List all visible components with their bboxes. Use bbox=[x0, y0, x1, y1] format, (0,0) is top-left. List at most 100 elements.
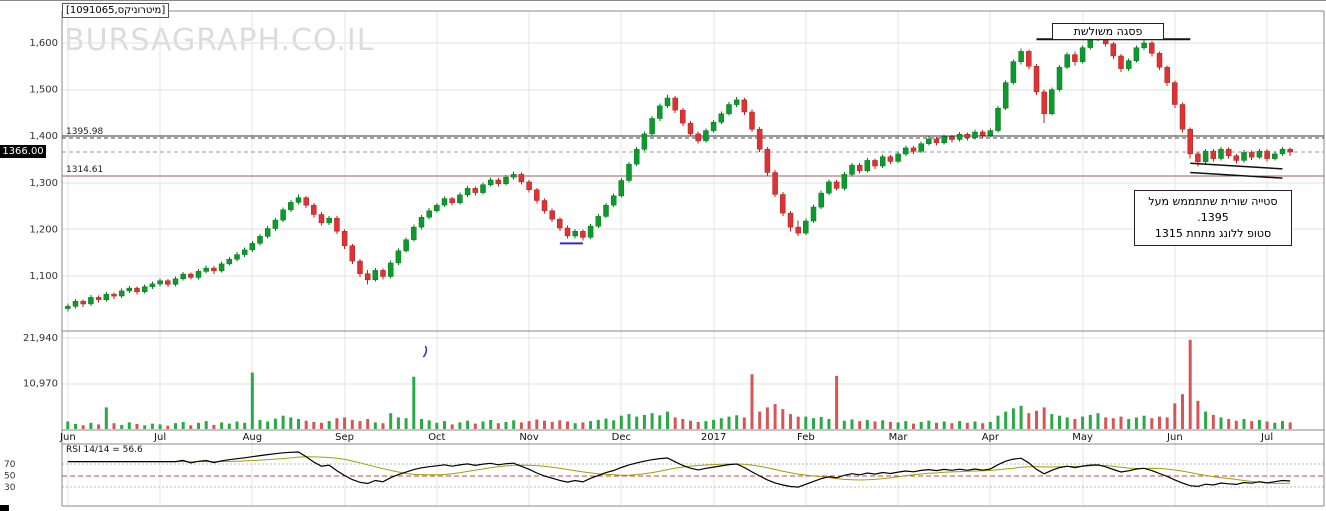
candle[interactable] bbox=[1049, 87, 1055, 116]
candle[interactable] bbox=[887, 154, 894, 165]
candle[interactable] bbox=[195, 269, 202, 280]
candle[interactable] bbox=[580, 229, 586, 241]
candle[interactable] bbox=[795, 220, 801, 236]
candle[interactable] bbox=[95, 295, 102, 303]
candle[interactable] bbox=[756, 126, 763, 153]
candle[interactable] bbox=[979, 130, 986, 139]
candle[interactable] bbox=[818, 190, 824, 209]
candle[interactable] bbox=[134, 286, 140, 295]
candle[interactable] bbox=[165, 278, 171, 288]
candle[interactable] bbox=[1279, 146, 1286, 156]
candle[interactable] bbox=[149, 281, 156, 290]
candle[interactable] bbox=[449, 196, 455, 206]
candle[interactable] bbox=[895, 151, 901, 164]
candle[interactable] bbox=[111, 292, 117, 299]
candle[interactable] bbox=[1010, 59, 1017, 85]
candle[interactable] bbox=[1233, 153, 1240, 164]
candle[interactable] bbox=[288, 200, 294, 213]
candle[interactable] bbox=[272, 217, 279, 231]
candle[interactable] bbox=[856, 163, 863, 174]
candle[interactable] bbox=[764, 146, 771, 176]
candle[interactable] bbox=[395, 248, 402, 265]
candle[interactable] bbox=[103, 291, 110, 302]
candle[interactable] bbox=[1218, 146, 1224, 161]
candle[interactable] bbox=[787, 210, 794, 232]
candle[interactable] bbox=[564, 225, 571, 239]
candle[interactable] bbox=[741, 97, 748, 115]
candle[interactable] bbox=[411, 224, 417, 242]
candle[interactable] bbox=[295, 194, 302, 205]
candle[interactable] bbox=[1141, 40, 1147, 50]
candle[interactable] bbox=[995, 105, 1001, 133]
candle[interactable] bbox=[649, 116, 655, 136]
candle[interactable] bbox=[464, 186, 471, 197]
candle[interactable] bbox=[1026, 49, 1032, 70]
candle[interactable] bbox=[1033, 63, 1040, 96]
candle[interactable] bbox=[672, 96, 678, 113]
candle[interactable] bbox=[557, 217, 563, 231]
candle[interactable] bbox=[172, 276, 179, 287]
candle[interactable] bbox=[1079, 45, 1086, 64]
candle[interactable] bbox=[864, 158, 871, 173]
candle[interactable] bbox=[1110, 42, 1117, 59]
candle[interactable] bbox=[72, 298, 79, 309]
candle[interactable] bbox=[910, 145, 917, 154]
candle[interactable] bbox=[964, 132, 971, 141]
candle[interactable] bbox=[118, 288, 125, 298]
candle[interactable] bbox=[549, 208, 555, 222]
candle[interactable] bbox=[434, 202, 440, 213]
candle[interactable] bbox=[1187, 127, 1193, 159]
candle[interactable] bbox=[241, 247, 248, 257]
candle[interactable] bbox=[472, 186, 479, 196]
candle[interactable] bbox=[903, 145, 909, 156]
candle[interactable] bbox=[626, 161, 632, 183]
candle[interactable] bbox=[441, 196, 448, 208]
candle[interactable] bbox=[280, 207, 286, 222]
candle[interactable] bbox=[1248, 150, 1255, 160]
candle[interactable] bbox=[80, 299, 86, 307]
candle[interactable] bbox=[687, 120, 694, 137]
candle[interactable] bbox=[987, 128, 994, 138]
candle[interactable] bbox=[841, 172, 848, 191]
candle[interactable] bbox=[595, 214, 602, 229]
candle[interactable] bbox=[633, 146, 640, 167]
candle[interactable] bbox=[1156, 51, 1163, 71]
candle[interactable] bbox=[1202, 148, 1209, 164]
candle[interactable] bbox=[264, 226, 271, 239]
candle[interactable] bbox=[933, 137, 940, 146]
candle[interactable] bbox=[1210, 149, 1217, 162]
candle[interactable] bbox=[703, 128, 709, 143]
candle[interactable] bbox=[1064, 52, 1070, 70]
candle[interactable] bbox=[211, 266, 217, 275]
candle[interactable] bbox=[303, 195, 309, 208]
candle[interactable] bbox=[695, 131, 701, 144]
candle[interactable] bbox=[318, 212, 325, 226]
candle[interactable] bbox=[88, 295, 94, 306]
candle[interactable] bbox=[1125, 58, 1132, 71]
candle[interactable] bbox=[587, 223, 594, 240]
candle[interactable] bbox=[1002, 80, 1009, 111]
candle[interactable] bbox=[534, 187, 540, 204]
candle[interactable] bbox=[1164, 65, 1170, 86]
candle[interactable] bbox=[749, 109, 755, 133]
candle[interactable] bbox=[849, 162, 855, 177]
candle[interactable] bbox=[1241, 150, 1247, 163]
candle[interactable] bbox=[879, 154, 886, 168]
candle[interactable] bbox=[949, 134, 955, 143]
candles-layer[interactable] bbox=[65, 32, 1293, 312]
candle[interactable] bbox=[418, 214, 425, 230]
candle[interactable] bbox=[349, 243, 356, 264]
candle[interactable] bbox=[65, 303, 71, 312]
candle[interactable] bbox=[188, 272, 194, 280]
candle[interactable] bbox=[641, 131, 648, 152]
candle[interactable] bbox=[1056, 64, 1063, 92]
candle[interactable] bbox=[872, 158, 878, 169]
candle[interactable] bbox=[833, 180, 840, 191]
candle[interactable] bbox=[249, 241, 256, 252]
candle[interactable] bbox=[1018, 48, 1024, 65]
candle[interactable] bbox=[341, 229, 348, 249]
candle[interactable] bbox=[1287, 147, 1293, 156]
candle[interactable] bbox=[495, 178, 502, 187]
candle[interactable] bbox=[710, 119, 717, 133]
